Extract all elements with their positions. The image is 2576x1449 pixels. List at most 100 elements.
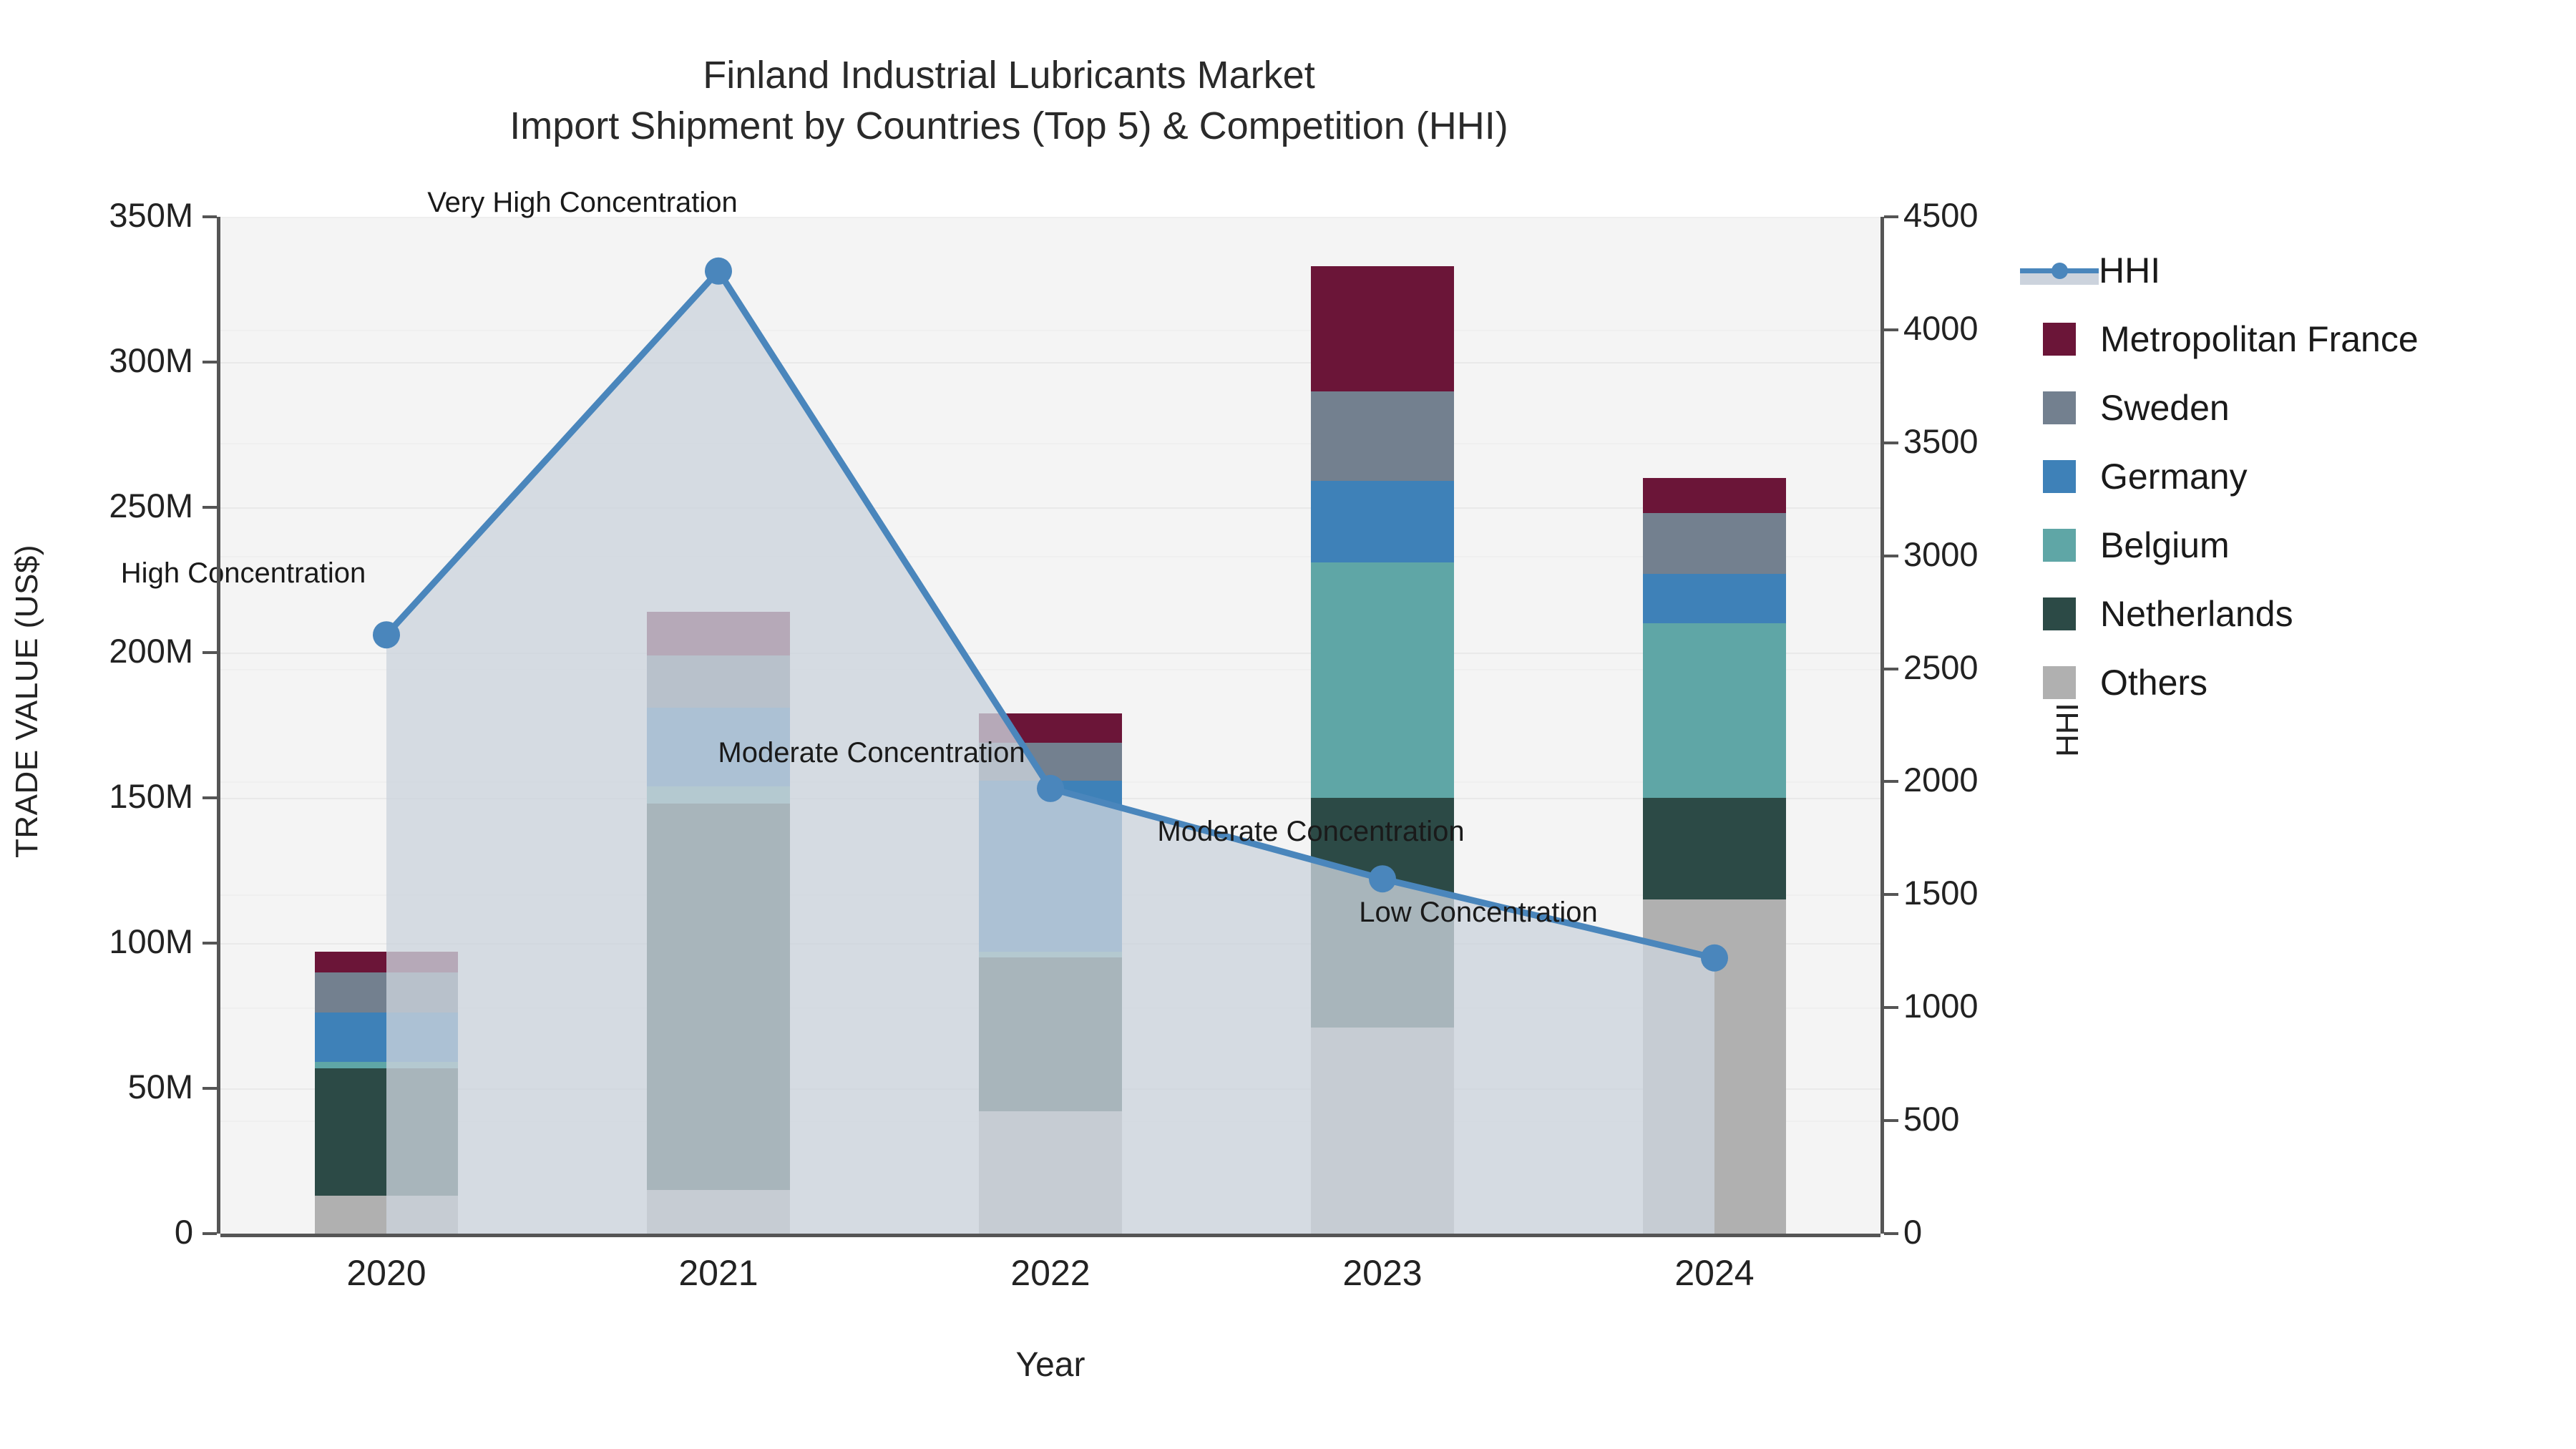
y-axis-left-tick-label: 200M — [109, 632, 193, 670]
legend-item-label: Netherlands — [2100, 594, 2293, 634]
x-axis-tick-label: 2020 — [346, 1253, 426, 1293]
x-axis-line — [220, 1234, 1880, 1237]
y-axis-left-title: TRADE VALUE (US$) — [9, 545, 44, 858]
gridline-y-right — [220, 217, 1880, 218]
legend-item[interactable]: Germany — [2043, 442, 2572, 511]
bar-segment[interactable] — [1643, 574, 1786, 624]
y-axis-left-tick — [203, 361, 217, 364]
y-axis-left-tick-label: 100M — [109, 922, 193, 960]
y-axis-right-tick — [1884, 215, 1898, 218]
x-axis-tick-label: 2024 — [1674, 1253, 1755, 1293]
legend-item[interactable]: Metropolitan France — [2043, 305, 2572, 374]
y-axis-left-tick-label: 50M — [127, 1068, 193, 1106]
legend-swatch-icon — [2043, 460, 2076, 493]
y-axis-right-tick — [1884, 441, 1898, 444]
y-axis-left-tick — [203, 796, 217, 799]
y-axis-left-tick — [203, 215, 217, 218]
legend-item-label: Belgium — [2100, 525, 2230, 565]
legend-swatch-icon — [2043, 529, 2076, 562]
y-axis-right-tick — [1884, 780, 1898, 784]
y-axis-right-tick — [1884, 328, 1898, 331]
chart-title-line-2: Import Shipment by Countries (Top 5) & C… — [509, 104, 1508, 148]
x-axis-tick-label: 2021 — [678, 1253, 758, 1293]
y-axis-left-tick — [203, 651, 217, 654]
y-axis-left-tick-label: 300M — [109, 341, 193, 379]
chart-title-line-1: Finland Industrial Lubricants Market — [703, 54, 1315, 97]
y-axis-right-tick — [1884, 893, 1898, 897]
y-axis-right-tick — [1884, 1232, 1898, 1235]
y-axis-right-tick-label: 4000 — [1903, 308, 1979, 347]
hhi-area-fill — [386, 270, 1714, 1234]
y-axis-left-tick-label: 350M — [109, 196, 193, 234]
bar-segment[interactable] — [1643, 513, 1786, 575]
bar-segment[interactable] — [1311, 391, 1454, 482]
legend-item[interactable]: Netherlands — [2043, 580, 2572, 648]
bar-segment[interactable] — [1643, 478, 1786, 514]
y-axis-right-tick-label: 500 — [1903, 1100, 1960, 1138]
gridline-y-right — [220, 555, 1880, 557]
gridline-y-left — [220, 362, 1880, 364]
y-axis-right-tick-label: 4500 — [1903, 196, 1979, 234]
legend-line-marker-icon — [2020, 254, 2099, 287]
bar-segment[interactable] — [1311, 562, 1454, 798]
y-axis-left-tick-label: 0 — [174, 1213, 193, 1251]
y-axis-left-line — [217, 217, 220, 1234]
hhi-data-point[interactable] — [1369, 865, 1396, 893]
gridline-y-left — [220, 653, 1880, 654]
y-axis-right-tick — [1884, 667, 1898, 670]
legend-item-label: Metropolitan France — [2100, 319, 2419, 359]
hhi-annotation: Moderate Concentration — [1157, 816, 1465, 848]
legend-item[interactable]: HHI — [2020, 236, 2572, 305]
x-axis-tick-label: 2023 — [1342, 1253, 1423, 1293]
hhi-annotation: High Concentration — [120, 557, 366, 590]
y-axis-left-tick — [203, 1232, 217, 1235]
y-axis-left-tick — [203, 506, 217, 509]
bar-segment[interactable] — [1643, 623, 1786, 798]
hhi-data-point[interactable] — [705, 257, 732, 285]
y-axis-left-tick — [203, 1087, 217, 1090]
hhi-data-point[interactable] — [1037, 774, 1064, 802]
y-axis-right-tick-label: 3500 — [1903, 421, 1979, 460]
legend-item[interactable]: Sweden — [2043, 374, 2572, 442]
y-axis-right-tick-label: 1000 — [1903, 987, 1979, 1025]
y-axis-right-tick-label: 2500 — [1903, 648, 1979, 686]
x-axis-tick-label: 2022 — [1010, 1253, 1091, 1293]
hhi-annotation: Moderate Concentration — [718, 736, 1025, 769]
y-axis-left-tick — [203, 942, 217, 945]
bar-segment[interactable] — [1311, 481, 1454, 563]
legend-item[interactable]: Others — [2043, 648, 2572, 717]
y-axis-right-line — [1880, 217, 1884, 1234]
y-axis-right-tick-label: 2000 — [1903, 761, 1979, 799]
legend-item-label: Germany — [2100, 457, 2248, 497]
y-axis-right-tick — [1884, 1006, 1898, 1010]
legend-item-label: Sweden — [2100, 388, 2230, 428]
hhi-annotation: Very High Concentration — [427, 186, 738, 218]
legend-item[interactable]: Belgium — [2043, 511, 2572, 580]
legend-swatch-icon — [2043, 666, 2076, 699]
y-axis-right-tick — [1884, 1119, 1898, 1123]
bar-segment[interactable] — [1643, 798, 1786, 900]
legend-swatch-icon — [2043, 391, 2076, 424]
legend-swatch-icon — [2043, 597, 2076, 630]
legend: HHI Metropolitan France Sweden Germany Belgi… — [2020, 236, 2572, 717]
chart-title: Finland Industrial Lubricants Market Imp… — [0, 50, 2018, 152]
legend-swatch-icon — [2043, 323, 2076, 356]
legend-item-label: Others — [2100, 663, 2208, 703]
x-axis-title: Year — [1015, 1346, 1085, 1384]
y-axis-left-tick-label: 250M — [109, 487, 193, 525]
y-axis-right-tick-label: 1500 — [1903, 874, 1979, 912]
hhi-data-point[interactable] — [373, 621, 400, 649]
y-axis-left-tick-label: 150M — [109, 777, 193, 815]
gridline-y-right — [220, 442, 1880, 444]
gridline-y-right — [220, 668, 1880, 670]
bar-segment[interactable] — [1311, 266, 1454, 391]
y-axis-right-tick — [1884, 554, 1898, 557]
hhi-series — [373, 257, 1728, 1234]
gridline-y-left — [220, 507, 1880, 509]
hhi-data-point[interactable] — [1701, 944, 1728, 972]
gridline-y-right — [220, 329, 1880, 331]
y-axis-right-tick-label: 0 — [1903, 1213, 1923, 1251]
hhi-annotation: Low Concentration — [1359, 896, 1598, 928]
y-axis-right-tick-label: 3000 — [1903, 535, 1979, 573]
